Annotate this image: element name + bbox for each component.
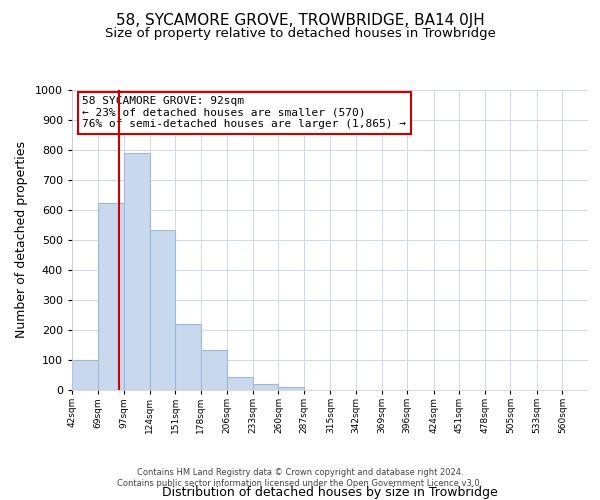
Bar <box>278 387 304 390</box>
Bar <box>72 360 98 390</box>
Text: Contains HM Land Registry data © Crown copyright and database right 2024.
Contai: Contains HM Land Registry data © Crown c… <box>118 468 482 487</box>
Bar <box>175 324 201 390</box>
Text: Size of property relative to detached houses in Trowbridge: Size of property relative to detached ho… <box>104 28 496 40</box>
Bar <box>98 202 124 390</box>
Bar <box>227 376 253 390</box>
Bar <box>124 153 149 390</box>
Bar <box>149 230 175 390</box>
Y-axis label: Number of detached properties: Number of detached properties <box>15 142 28 338</box>
X-axis label: Distribution of detached houses by size in Trowbridge: Distribution of detached houses by size … <box>162 486 498 499</box>
Bar <box>201 350 227 390</box>
Bar <box>253 384 278 390</box>
Text: 58 SYCAMORE GROVE: 92sqm
← 23% of detached houses are smaller (570)
76% of semi-: 58 SYCAMORE GROVE: 92sqm ← 23% of detach… <box>82 96 406 129</box>
Text: 58, SYCAMORE GROVE, TROWBRIDGE, BA14 0JH: 58, SYCAMORE GROVE, TROWBRIDGE, BA14 0JH <box>116 12 484 28</box>
